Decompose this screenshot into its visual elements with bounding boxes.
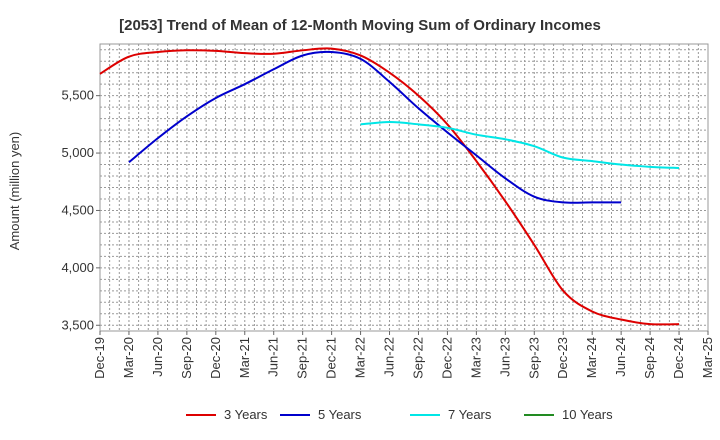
x-tick-label: Dec-19 <box>92 337 107 379</box>
x-tick-label: Mar-23 <box>468 337 483 378</box>
y-tick-label: 4,000 <box>61 260 94 275</box>
x-tick-label: Jun-22 <box>382 337 397 377</box>
y-tick-label: 4,500 <box>61 202 94 217</box>
y-tick-label: 3,500 <box>61 317 94 332</box>
x-tick-label: Sep-22 <box>410 337 425 379</box>
x-tick-label: Mar-22 <box>353 337 368 378</box>
y-tick-label: 5,500 <box>61 88 94 103</box>
legend-label: 7 Years <box>448 407 492 422</box>
x-tick-label: Sep-23 <box>526 337 541 379</box>
x-tick-label: Dec-21 <box>324 337 339 379</box>
x-tick-label: Jun-20 <box>150 337 165 377</box>
x-tick-label: Sep-21 <box>295 337 310 379</box>
y-axis-ticks: 3,500 4,000 4,500 5,000 5,500 <box>61 88 100 332</box>
x-tick-label: Dec-23 <box>555 337 570 379</box>
series-line-3-years <box>99 47 680 326</box>
x-tick-label: Dec-22 <box>439 337 454 379</box>
x-tick-label: Jun-23 <box>497 337 512 377</box>
x-axis-ticks: Dec-19 Mar-20 Jun-20 Sep-20 Dec-20 Mar-21 Jun-… <box>92 331 715 379</box>
legend-item-7-years: 7 Years <box>410 407 492 422</box>
legend-label: 10 Years <box>562 407 613 422</box>
legend-item-5-years: 5 Years <box>280 407 362 422</box>
series-line-7-years <box>360 121 680 169</box>
x-tick-label: Mar-25 <box>700 337 715 378</box>
legend: 3 Years 5 Years 7 Years 10 Years <box>186 407 613 422</box>
x-tick-label: Mar-21 <box>237 337 252 378</box>
y-axis-label: Amount (million yen) <box>7 132 22 251</box>
x-tick-label: Jun-24 <box>613 337 628 377</box>
y-tick-label: 5,000 <box>61 145 94 160</box>
horizontal-gridlines <box>100 49 708 326</box>
legend-label: 3 Years <box>224 407 268 422</box>
x-tick-label: Dec-20 <box>208 337 223 379</box>
x-tick-label: Dec-24 <box>671 337 686 379</box>
x-tick-label: Mar-20 <box>121 337 136 378</box>
series-lines <box>99 47 680 326</box>
x-tick-label: Sep-24 <box>642 337 657 379</box>
legend-item-3-years: 3 Years <box>186 407 268 422</box>
x-tick-label: Sep-20 <box>179 337 194 379</box>
series-line-5-years <box>128 50 622 204</box>
x-tick-label: Jun-21 <box>266 337 281 377</box>
x-tick-label: Mar-24 <box>584 337 599 378</box>
legend-item-10-years: 10 Years <box>524 407 613 422</box>
chart-title: [2053] Trend of Mean of 12-Month Moving … <box>119 17 601 34</box>
legend-label: 5 Years <box>318 407 362 422</box>
